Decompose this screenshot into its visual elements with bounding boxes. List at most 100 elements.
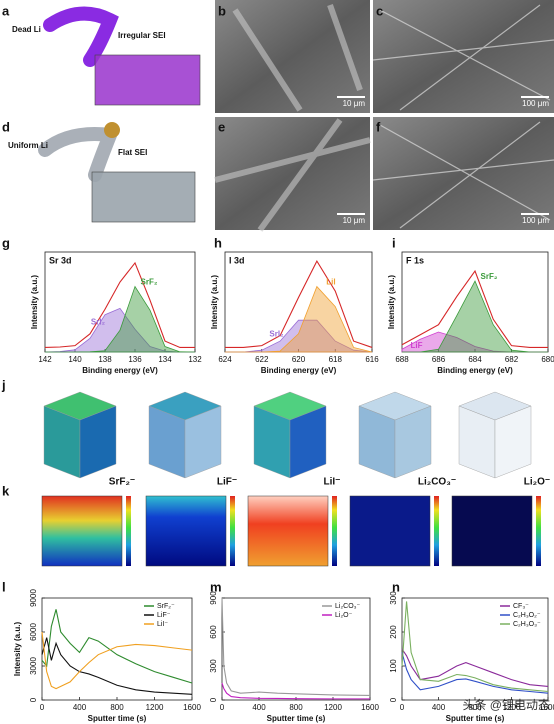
scale-bar-label: 100 μm (522, 99, 549, 108)
y-tick-label: 0 (389, 697, 398, 702)
cube-right (494, 405, 532, 479)
y-tick-label: 200 (389, 625, 398, 639)
component-label: SrI₂ (269, 329, 284, 338)
y-axis-label: Intensity (a.u.) (30, 275, 39, 330)
panel-letter: i (392, 235, 396, 250)
scale-bar-label: 100 μm (522, 216, 549, 225)
data-line (221, 682, 370, 700)
cube-right (394, 405, 432, 479)
x-axis-label: Binding energy (eV) (437, 366, 513, 375)
x-tick-label: 138 (98, 355, 112, 364)
x-tick-label: 1600 (183, 703, 201, 712)
cube-right (79, 405, 117, 479)
x-tick-label: 680 (541, 355, 554, 364)
annotation: Dead Li (12, 25, 41, 34)
x-tick-label: 684 (468, 355, 482, 364)
legend-label: Li₂CO₃⁻ (335, 603, 361, 610)
x-tick-label: 0 (220, 703, 225, 712)
fibers (214, 4, 371, 232)
data-line (401, 648, 549, 687)
component-label: LiI (326, 278, 335, 287)
heatmap (145, 495, 227, 567)
watermark: 头条 @锂电动态 (462, 697, 550, 712)
chart-title: I 3d (229, 255, 245, 265)
cube-label: Li₂O⁻ (524, 477, 550, 488)
panel-letter: j (1, 377, 6, 392)
chart-title: Sr 3d (49, 255, 72, 265)
x-tick-label: 134 (158, 355, 172, 364)
y-tick-label: 0 (209, 697, 218, 702)
cube-label: LiI⁻ (324, 477, 341, 488)
annotation: Uniform Li (8, 141, 48, 150)
x-tick-label: 800 (289, 703, 303, 712)
data-line (401, 601, 549, 693)
x-tick-label: 618 (329, 355, 343, 364)
y-tick-label: 100 (389, 659, 398, 673)
annotation: Flat SEI (118, 148, 147, 157)
chart-title: F 1s (406, 255, 424, 265)
y-tick-label: 3000 (29, 657, 38, 675)
panel-letter: m (210, 579, 222, 594)
y-axis-label: Intensity (a.u.) (210, 275, 219, 330)
y-tick-label: 900 (209, 591, 218, 605)
x-axis-label: Sputter time (s) (88, 714, 147, 723)
legend-label: Li₂O⁻ (335, 612, 353, 619)
colorbar (230, 496, 235, 566)
x-tick-label: 800 (468, 703, 482, 712)
panel-letter: a (2, 3, 10, 18)
envelope-line (44, 261, 195, 349)
component-label: SrF₂ (481, 272, 498, 281)
cube-label: SrF₂⁻ (109, 477, 135, 488)
x-tick-label: 1600 (361, 703, 379, 712)
panel-letter: f (376, 119, 381, 134)
x-axis-label: Sputter time (s) (446, 714, 505, 723)
panel-letter: h (214, 235, 222, 250)
y-tick-label: 300 (389, 591, 398, 605)
y-tick-label: 0 (29, 697, 38, 702)
component-label: SrI₂ (91, 317, 106, 326)
envelope-line (225, 259, 373, 349)
data-line (41, 637, 193, 695)
x-axis-label: Sputter time (s) (267, 714, 326, 723)
x-tick-label: 400 (73, 703, 87, 712)
sem-image (373, 117, 554, 230)
data-line (221, 597, 371, 697)
y-tick-label: 6000 (29, 623, 38, 641)
x-axis-label: Binding energy (eV) (82, 366, 158, 375)
cube-right (184, 405, 222, 479)
panel-letter: e (218, 119, 225, 134)
panel-letter: d (2, 119, 10, 134)
annotation: Irregular SEI (118, 31, 166, 40)
x-tick-label: 400 (432, 703, 446, 712)
x-tick-label: 620 (292, 355, 306, 364)
x-tick-label: 0 (40, 703, 45, 712)
heatmap (41, 495, 123, 567)
legend-label: LiI⁻ (157, 621, 168, 628)
component-label: SrF₂ (141, 278, 158, 287)
legend-label: C₂H₃O₃⁻ (513, 621, 541, 628)
y-tick-label: 300 (209, 659, 218, 673)
panel-letter: k (2, 483, 10, 498)
data-line (41, 631, 193, 690)
x-tick-label: 682 (505, 355, 519, 364)
panel-letter: n (392, 579, 400, 594)
panel-letter: c (376, 3, 383, 18)
x-tick-label: 688 (395, 355, 409, 364)
colorbar (434, 496, 439, 566)
panel-letter: l (2, 579, 6, 594)
y-tick-label: 9000 (29, 589, 38, 607)
legend-label: C₂H₃O₂⁻ (513, 612, 541, 619)
component-area (402, 280, 548, 353)
x-tick-label: 622 (255, 355, 269, 364)
legend-label: SrF₂⁻ (157, 603, 175, 610)
x-tick-label: 1200 (324, 703, 342, 712)
colorbar (536, 496, 541, 566)
scale-bar-label: 10 μm (343, 216, 366, 225)
data-line (41, 609, 193, 684)
render-d (38, 122, 196, 223)
heatmap (349, 495, 431, 567)
component-area (225, 285, 373, 353)
render-a (43, 6, 201, 106)
